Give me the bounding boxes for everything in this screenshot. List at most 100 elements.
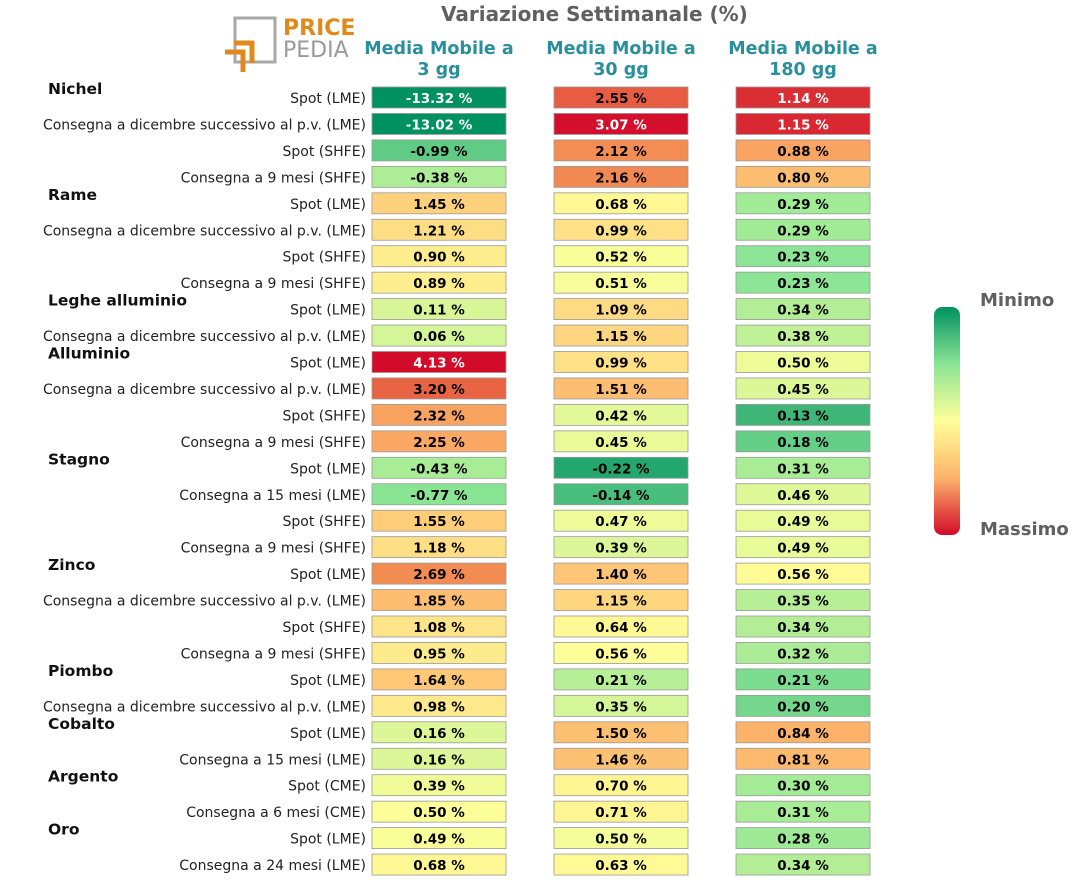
cell-value: 0.98 % (413, 699, 465, 715)
cell-value: 3.20 % (413, 382, 465, 398)
cell-value: 1.18 % (413, 541, 465, 557)
cell-value: 1.21 % (413, 223, 465, 239)
heatmap-cell (735, 271, 871, 294)
cell-value: 0.20 % (777, 699, 829, 715)
heatmap-cell (371, 483, 507, 506)
group-label: Nichel (48, 80, 102, 98)
cell-value: 2.16 % (595, 170, 647, 186)
heatmap-cell (735, 456, 871, 479)
heatmap-cell (371, 456, 507, 479)
row-label: Consegna a 9 mesi (SHFE) (181, 276, 366, 292)
heatmap-cell (553, 139, 689, 162)
heatmap-cell (735, 165, 871, 188)
cell-value: 1.15 % (595, 594, 647, 610)
heatmap-cell (553, 483, 689, 506)
cell-value: 0.06 % (413, 329, 465, 345)
cell-value: 0.84 % (777, 726, 829, 742)
cell-value: 0.51 % (595, 276, 647, 292)
row-label: Consegna a dicembre successivo al p.v. (… (43, 223, 366, 239)
cell-value: 0.95 % (413, 646, 465, 662)
cell-value: 2.25 % (413, 435, 465, 451)
heatmap-cell (553, 589, 689, 611)
heatmap-cell (553, 403, 689, 426)
heatmap-cell (735, 694, 871, 717)
heatmap-cell (735, 86, 871, 109)
group-label: Rame (48, 186, 97, 204)
heatmap-cell (371, 298, 507, 321)
cell-value: 3.07 % (595, 117, 647, 133)
cell-value: 0.35 % (595, 699, 647, 715)
heatmap-cell (553, 853, 689, 876)
cell-value: 0.39 % (595, 541, 647, 557)
cell-value: -0.38 % (410, 170, 468, 186)
heatmap-cell (371, 747, 507, 770)
cell-value: 1.46 % (595, 752, 647, 768)
cell-value: 0.23 % (777, 250, 829, 266)
cell-value: 0.31 % (777, 805, 829, 821)
heatmap-cell (735, 509, 871, 532)
cell-value: 0.11 % (413, 303, 465, 319)
cell-value: 0.38 % (777, 329, 829, 345)
cell-value: 0.23 % (777, 276, 829, 292)
legend-max-label: Massimo (980, 519, 1069, 540)
row-label: Consegna a 9 mesi (SHFE) (181, 170, 366, 186)
cell-value: 2.55 % (595, 91, 647, 107)
heatmap-cell (553, 747, 689, 770)
heatmap-cell (371, 827, 507, 849)
cell-value: 1.64 % (413, 673, 465, 689)
heatmap-cell (371, 192, 507, 215)
cell-value: 0.29 % (777, 223, 829, 239)
cell-value: 0.32 % (777, 646, 829, 662)
row-label: Spot (SHFE) (282, 250, 366, 266)
heatmap-cell (735, 113, 871, 135)
cell-value: 0.21 % (777, 673, 829, 689)
heatmap-cell (371, 113, 507, 135)
cell-value: 0.63 % (595, 858, 647, 874)
heatmap-cell (371, 165, 507, 188)
row-label: Spot (LME) (290, 832, 366, 848)
heatmap-cell (371, 403, 507, 426)
row-label: Consegna a 15 mesi (LME) (179, 488, 366, 504)
cell-value: 2.69 % (413, 567, 465, 583)
heatmap-cell (553, 800, 689, 823)
heatmap-cell (553, 774, 689, 797)
cell-value: 0.99 % (595, 223, 647, 239)
cell-value: 1.45 % (413, 197, 465, 213)
heatmap-cell (371, 509, 507, 532)
heatmap-cell (735, 615, 871, 638)
heatmap-cell (371, 271, 507, 294)
heatmap-cell (371, 853, 507, 876)
row-label: Spot (LME) (290, 197, 366, 213)
heatmap-cell (735, 430, 871, 453)
row-label: Consegna a 24 mesi (LME) (179, 858, 366, 874)
row-label: Consegna a 9 mesi (SHFE) (181, 646, 366, 662)
heatmap-cell (371, 562, 507, 585)
cell-value: 1.14 % (777, 91, 829, 107)
cell-value: 1.55 % (413, 514, 465, 530)
cell-value: 1.85 % (413, 594, 465, 610)
cell-value: 0.18 % (777, 435, 829, 451)
cell-value: -13.02 % (406, 117, 473, 133)
cell-value: -0.14 % (592, 488, 650, 504)
heatmap-cell (735, 747, 871, 770)
cell-value: 0.56 % (595, 646, 647, 662)
cell-value: 0.64 % (595, 620, 647, 636)
group-label: Leghe alluminio (48, 292, 187, 310)
cell-value: 0.16 % (413, 726, 465, 742)
heatmap-cell (371, 218, 507, 241)
cell-value: 2.12 % (595, 144, 647, 160)
cell-value: 0.71 % (595, 805, 647, 821)
heatmap-cell (371, 694, 507, 717)
heatmap-cell (735, 192, 871, 215)
heatmap-cell (553, 562, 689, 585)
cell-value: 0.47 % (595, 514, 647, 530)
heatmap-cell (735, 774, 871, 797)
cell-value: 2.32 % (413, 408, 465, 424)
group-label: Alluminio (48, 345, 130, 363)
heatmap-cell (553, 694, 689, 717)
heatmap-cell (735, 351, 871, 373)
group-label: Stagno (48, 450, 110, 468)
row-label: Consegna a 9 mesi (SHFE) (181, 435, 366, 451)
column-header-line2: 30 gg (593, 60, 649, 80)
